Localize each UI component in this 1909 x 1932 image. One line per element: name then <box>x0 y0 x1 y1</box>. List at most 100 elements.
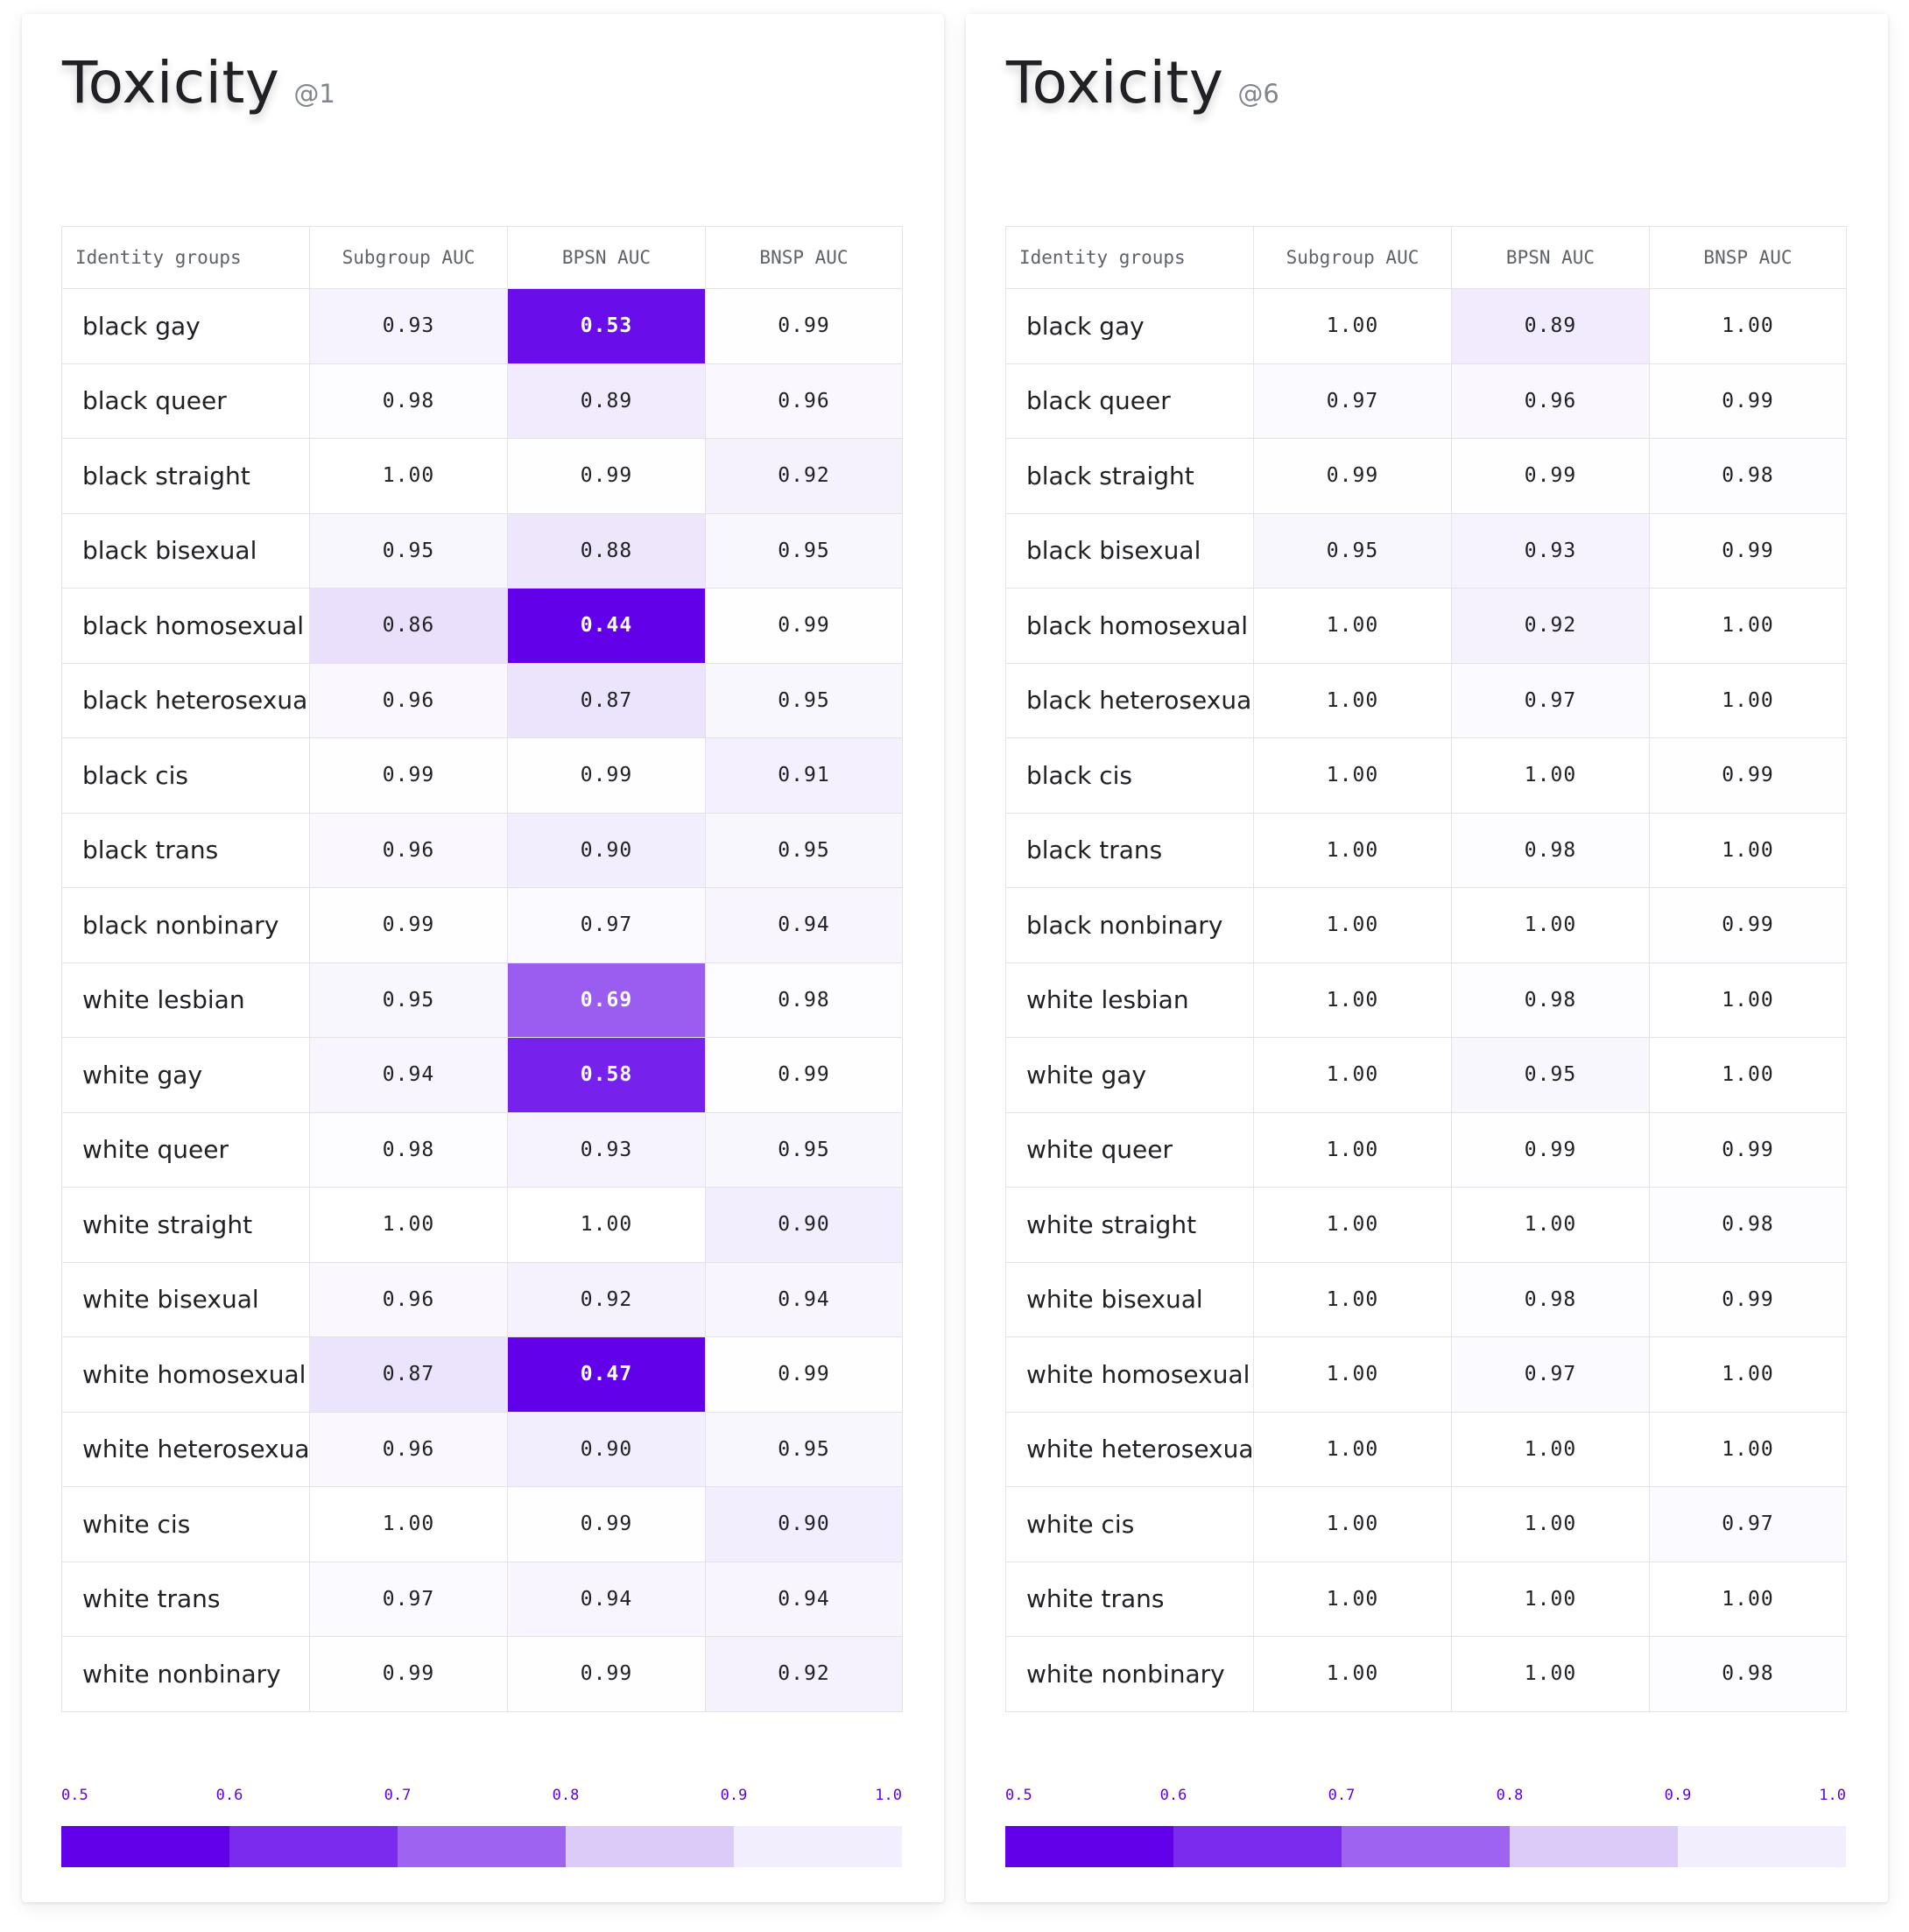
column-header-subgroup-auc: Subgroup AUC <box>309 226 508 289</box>
table-row: black homosexual 1.00 0.92 1.00 <box>1005 588 1847 664</box>
scale-tick-label: 0.7 <box>384 1787 412 1804</box>
heatmap-cell-bnsp-auc: 1.00 <box>1649 588 1847 664</box>
heatmap-cell-subgroup-auc: 0.97 <box>309 1561 508 1637</box>
scale-color-segment <box>566 1826 734 1867</box>
heatmap-cell-subgroup-auc: 1.00 <box>1253 737 1452 814</box>
heatmap-cell-bnsp-auc: 0.98 <box>1649 1187 1847 1263</box>
table-row: white queer 1.00 0.99 0.99 <box>1005 1111 1847 1188</box>
heatmap-cell-subgroup-auc: 0.99 <box>309 737 508 814</box>
heatmap-cell-subgroup-auc: 1.00 <box>1253 1111 1452 1188</box>
heatmap-cell-subgroup-auc: 0.95 <box>309 962 508 1038</box>
heatmap-table: Identity groups Subgroup AUC BPSN AUC BN… <box>61 226 903 1712</box>
scale-tick-label: 1.0 <box>875 1787 902 1804</box>
heatmap-cell-bnsp-auc: 0.91 <box>705 737 903 814</box>
heatmap-cell-bnsp-auc: 0.94 <box>705 1561 903 1637</box>
heatmap-cell-bpsn-auc: 1.00 <box>1451 1561 1650 1637</box>
scale-tick-label: 0.9 <box>720 1787 748 1804</box>
scale-tick-label: 0.8 <box>1496 1787 1524 1804</box>
heatmap-cell-bnsp-auc: 0.98 <box>1649 1636 1847 1712</box>
identity-group-label: white straight <box>61 1187 310 1263</box>
heatmap-cell-subgroup-auc: 1.00 <box>1253 1261 1452 1337</box>
scale-color-segment <box>229 1826 398 1867</box>
heatmap-cell-bnsp-auc: 0.99 <box>705 588 903 664</box>
table-row: white lesbian 1.00 0.98 1.00 <box>1005 962 1847 1038</box>
table-row: white cis 1.00 0.99 0.90 <box>61 1486 903 1562</box>
heatmap-cell-subgroup-auc: 0.95 <box>1253 512 1452 589</box>
scale-color-segment <box>61 1826 229 1867</box>
identity-group-label: white heterosexual <box>61 1411 310 1487</box>
heatmap-cell-bnsp-auc: 1.00 <box>1649 288 1847 364</box>
scale-color-segment <box>1678 1826 1846 1867</box>
identity-group-label: black trans <box>61 812 310 888</box>
table-row: black homosexual 0.86 0.44 0.99 <box>61 588 903 664</box>
heatmap-cell-subgroup-auc: 0.98 <box>309 1111 508 1188</box>
identity-group-label: white homosexual <box>61 1336 310 1413</box>
column-header-bpsn-auc: BPSN AUC <box>507 226 706 289</box>
table-row: black cis 1.00 1.00 0.99 <box>1005 737 1847 814</box>
heatmap-cell-subgroup-auc: 1.00 <box>1253 288 1452 364</box>
heatmap-cell-bpsn-auc: 0.93 <box>507 1111 706 1188</box>
table-row: black bisexual 0.95 0.88 0.95 <box>61 512 903 589</box>
heatmap-cell-subgroup-auc: 0.96 <box>309 1261 508 1337</box>
heatmap-cell-bpsn-auc: 0.87 <box>507 662 706 738</box>
table-row: black queer 0.98 0.89 0.96 <box>61 363 903 439</box>
scale-color-segment <box>1510 1826 1678 1867</box>
column-header-identity-groups: Identity groups <box>61 226 310 289</box>
heatmap-cell-bnsp-auc: 1.00 <box>1649 1037 1847 1113</box>
heatmap-cell-subgroup-auc: 0.95 <box>309 512 508 589</box>
table-row: white nonbinary 0.99 0.99 0.92 <box>61 1636 903 1712</box>
heatmap-cell-bnsp-auc: 1.00 <box>1649 1336 1847 1413</box>
heatmap-cell-bpsn-auc: 0.58 <box>507 1037 706 1113</box>
heatmap-cell-subgroup-auc: 1.00 <box>1253 1411 1452 1487</box>
header-row: Identity groups Subgroup AUC BPSN AUC BN… <box>61 226 903 289</box>
heatmap-cell-bpsn-auc: 0.99 <box>507 1486 706 1562</box>
table-row: white heterosexual 1.00 1.00 1.00 <box>1005 1411 1847 1487</box>
table-row: white cis 1.00 1.00 0.97 <box>1005 1486 1847 1562</box>
scale-tick-label: 0.7 <box>1328 1787 1356 1804</box>
heatmap-cell-bpsn-auc: 1.00 <box>1451 1411 1650 1487</box>
identity-group-label: white gay <box>1005 1037 1254 1113</box>
identity-group-label: white lesbian <box>61 962 310 1038</box>
heatmap-cell-bnsp-auc: 0.95 <box>705 1111 903 1188</box>
heatmap-cell-subgroup-auc: 1.00 <box>1253 1636 1452 1712</box>
table-row: white gay 0.94 0.58 0.99 <box>61 1037 903 1113</box>
heatmap-cell-subgroup-auc: 0.86 <box>309 588 508 664</box>
scale-tick-label: 0.8 <box>552 1787 580 1804</box>
identity-group-label: white queer <box>61 1111 310 1188</box>
table-row: white queer 0.98 0.93 0.95 <box>61 1111 903 1188</box>
heatmap-cell-bpsn-auc: 0.99 <box>507 1636 706 1712</box>
heatmap-cell-bnsp-auc: 0.98 <box>1649 438 1847 514</box>
identity-group-label: black cis <box>1005 737 1254 814</box>
heatmap-cell-bnsp-auc: 0.99 <box>1649 363 1847 439</box>
heatmap-cell-subgroup-auc: 0.94 <box>309 1037 508 1113</box>
heatmap-cell-subgroup-auc: 1.00 <box>1253 1486 1452 1562</box>
heatmap-cell-bpsn-auc: 0.99 <box>507 438 706 514</box>
identity-group-label: white queer <box>1005 1111 1254 1188</box>
heatmap-cell-subgroup-auc: 1.00 <box>1253 662 1452 738</box>
heatmap-cell-bpsn-auc: 0.96 <box>1451 363 1650 439</box>
heatmap-cell-bpsn-auc: 0.53 <box>507 288 706 364</box>
heatmap-cell-subgroup-auc: 1.00 <box>1253 588 1452 664</box>
heatmap-cell-subgroup-auc: 0.96 <box>309 812 508 888</box>
table-row: black heterosexual 1.00 0.97 1.00 <box>1005 662 1847 738</box>
heatmap-cell-bpsn-auc: 0.90 <box>507 1411 706 1487</box>
heatmap-cell-bpsn-auc: 0.90 <box>507 812 706 888</box>
heatmap-cell-bnsp-auc: 0.94 <box>705 887 903 963</box>
heatmap-cell-subgroup-auc: 0.99 <box>1253 438 1452 514</box>
identity-group-label: black straight <box>1005 438 1254 514</box>
heatmap-cell-bnsp-auc: 0.99 <box>1649 887 1847 963</box>
heatmap-cell-bnsp-auc: 0.99 <box>1649 512 1847 589</box>
identity-group-label: black trans <box>1005 812 1254 888</box>
heatmap-cell-bnsp-auc: 0.97 <box>1649 1486 1847 1562</box>
heatmap-cell-subgroup-auc: 1.00 <box>309 1187 508 1263</box>
heatmap-cell-subgroup-auc: 0.97 <box>1253 363 1452 439</box>
heatmap-cell-subgroup-auc: 1.00 <box>309 1486 508 1562</box>
identity-group-label: white straight <box>1005 1187 1254 1263</box>
heatmap-cell-subgroup-auc: 1.00 <box>1253 1187 1452 1263</box>
heatmap-cell-subgroup-auc: 0.93 <box>309 288 508 364</box>
identity-group-label: black nonbinary <box>61 887 310 963</box>
heatmap-cell-subgroup-auc: 0.96 <box>309 1411 508 1487</box>
heatmap-cell-subgroup-auc: 0.99 <box>309 1636 508 1712</box>
identity-group-label: white homosexual <box>1005 1336 1254 1413</box>
heatmap-cell-bpsn-auc: 0.89 <box>1451 288 1650 364</box>
